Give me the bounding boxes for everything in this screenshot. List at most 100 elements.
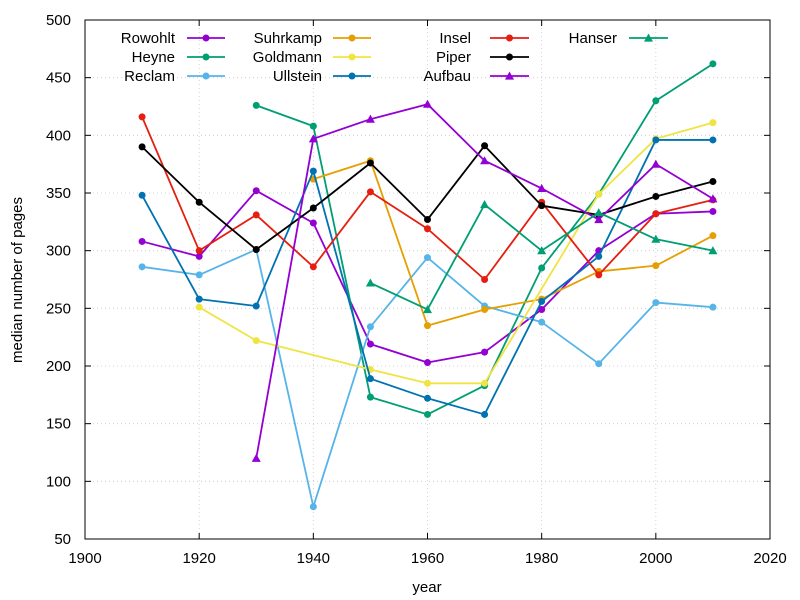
data-point-insel xyxy=(195,247,203,255)
data-point-hanser xyxy=(423,304,432,314)
y-tick-label: 100 xyxy=(46,473,71,490)
data-point-heyne xyxy=(709,60,717,68)
y-tick-label: 200 xyxy=(46,358,71,375)
legend-item-piper: Piper xyxy=(436,49,529,66)
data-point-ullstein xyxy=(481,410,489,418)
data-point-ullstein xyxy=(709,136,717,144)
data-point-piper xyxy=(709,177,717,185)
series-aufbau xyxy=(251,99,718,462)
data-point-piper xyxy=(252,246,260,254)
data-point-ullstein xyxy=(309,167,317,175)
legend-item-reclam: Reclam xyxy=(124,68,225,85)
legend-marker-ullstein xyxy=(348,72,356,80)
data-point-insel xyxy=(252,211,260,219)
data-point-hanser xyxy=(651,234,661,243)
data-point-rowohlt xyxy=(481,348,489,356)
legend-label-rowohlt: Rowohlt xyxy=(121,30,176,47)
data-point-insel xyxy=(424,225,431,233)
data-point-hanser xyxy=(708,246,718,255)
series-reclam xyxy=(138,246,717,511)
data-point-reclam xyxy=(652,299,660,307)
x-tick-label: 1940 xyxy=(297,550,330,567)
data-point-rowohlt xyxy=(309,219,317,227)
legend-marker-heyne xyxy=(202,53,210,61)
data-point-heyne xyxy=(366,393,374,401)
y-tick-label: 350 xyxy=(46,185,71,202)
data-point-rowohlt xyxy=(252,187,260,195)
data-point-reclam xyxy=(195,271,203,279)
legend-label-reclam: Reclam xyxy=(124,68,175,85)
x-tick-label: 1960 xyxy=(411,550,444,567)
data-point-heyne xyxy=(652,97,660,105)
legend-marker-piper xyxy=(506,53,513,61)
legend-item-aufbau: Aufbau xyxy=(423,68,529,85)
data-point-aufbau xyxy=(308,134,318,143)
data-point-rowohlt xyxy=(709,207,717,215)
data-point-heyne xyxy=(309,122,317,130)
y-tick-label: 150 xyxy=(46,416,71,433)
y-tick-label: 500 xyxy=(46,12,71,29)
legend-item-heyne: Heyne xyxy=(132,49,225,66)
series-goldmann xyxy=(195,119,717,387)
data-point-ullstein xyxy=(195,295,203,303)
legend-item-rowohlt: Rowohlt xyxy=(121,30,225,47)
data-point-insel xyxy=(595,271,603,279)
x-tick-label: 2020 xyxy=(753,550,786,567)
legend-item-hanser: Hanser xyxy=(569,30,668,47)
data-point-ullstein xyxy=(538,297,546,305)
data-point-rowohlt xyxy=(138,237,146,245)
data-point-goldmann xyxy=(595,190,603,198)
data-point-reclam xyxy=(709,303,717,311)
data-point-insel xyxy=(309,263,317,271)
grid xyxy=(85,20,770,539)
y-tick-label: 400 xyxy=(46,127,71,144)
data-point-suhrkamp xyxy=(652,262,660,270)
data-point-ullstein xyxy=(252,302,260,310)
axis-tick-labels: 1900 1920 1940 1960 1980 2000 2020 50 100 150 200 2… xyxy=(46,12,787,567)
data-point-goldmann xyxy=(481,379,489,387)
y-tick-label: 250 xyxy=(46,300,71,317)
data-point-reclam xyxy=(309,503,317,511)
data-point-heyne xyxy=(252,101,260,109)
data-point-goldmann xyxy=(195,303,203,311)
legend-item-goldmann: Goldmann xyxy=(253,49,371,66)
legend-item-suhrkamp: Suhrkamp xyxy=(254,30,371,47)
data-point-reclam xyxy=(138,263,146,271)
data-point-aufbau xyxy=(251,453,261,462)
legend-marker-hanser xyxy=(644,33,653,42)
legend-item-ullstein: Ullstein xyxy=(273,68,371,85)
legend-marker-insel xyxy=(506,34,513,42)
legend-label-suhrkamp: Suhrkamp xyxy=(254,30,322,47)
data-point-reclam xyxy=(366,323,374,331)
data-point-aufbau xyxy=(594,215,604,224)
data-point-ullstein xyxy=(138,191,146,199)
data-point-insel xyxy=(481,276,489,283)
legend: Rowohlt Heyne Reclam Suhrkamp Goldmann Ullste… xyxy=(121,30,668,85)
data-point-ullstein xyxy=(652,136,660,144)
data-point-goldmann xyxy=(424,379,431,387)
data-point-heyne xyxy=(424,410,431,418)
data-point-hanser xyxy=(537,246,547,255)
data-point-suhrkamp xyxy=(424,322,431,330)
data-point-piper xyxy=(652,192,660,200)
x-axis-title: year xyxy=(412,579,441,596)
data-point-goldmann xyxy=(709,119,717,127)
x-tick-label: 1900 xyxy=(68,550,101,567)
data-point-suhrkamp xyxy=(481,305,489,313)
data-point-hanser xyxy=(365,278,375,287)
x-tick-label: 1980 xyxy=(525,550,558,567)
data-point-piper xyxy=(309,204,317,212)
data-point-insel xyxy=(366,188,374,196)
data-point-ullstein xyxy=(366,375,374,383)
data-point-rowohlt xyxy=(195,252,203,260)
data-point-rowohlt xyxy=(424,359,431,367)
series-line-suhrkamp xyxy=(313,159,714,327)
y-tick-label: 300 xyxy=(46,243,71,260)
y-tick-label: 50 xyxy=(54,531,71,548)
y-tick-label: 450 xyxy=(46,70,71,87)
legend-label-goldmann: Goldmann xyxy=(253,49,322,66)
data-point-hanser xyxy=(480,200,490,209)
data-point-piper xyxy=(481,142,489,150)
data-point-piper xyxy=(366,159,374,167)
